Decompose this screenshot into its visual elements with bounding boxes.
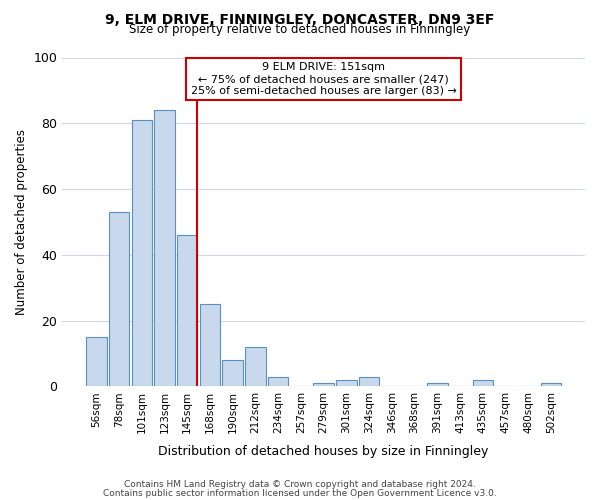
Bar bbox=[109, 212, 129, 386]
Text: Contains HM Land Registry data © Crown copyright and database right 2024.: Contains HM Land Registry data © Crown c… bbox=[124, 480, 476, 489]
Bar bbox=[154, 110, 175, 386]
Bar bbox=[131, 120, 152, 386]
Bar bbox=[359, 376, 379, 386]
Bar bbox=[427, 383, 448, 386]
Text: Contains public sector information licensed under the Open Government Licence v3: Contains public sector information licen… bbox=[103, 488, 497, 498]
Bar bbox=[541, 383, 561, 386]
Bar bbox=[200, 304, 220, 386]
Bar bbox=[473, 380, 493, 386]
Bar bbox=[313, 383, 334, 386]
X-axis label: Distribution of detached houses by size in Finningley: Distribution of detached houses by size … bbox=[158, 444, 489, 458]
Bar bbox=[177, 235, 197, 386]
Y-axis label: Number of detached properties: Number of detached properties bbox=[15, 129, 28, 315]
Bar bbox=[223, 360, 243, 386]
Text: 9, ELM DRIVE, FINNINGLEY, DONCASTER, DN9 3EF: 9, ELM DRIVE, FINNINGLEY, DONCASTER, DN9… bbox=[106, 12, 494, 26]
Bar bbox=[336, 380, 356, 386]
Text: 9 ELM DRIVE: 151sqm
← 75% of detached houses are smaller (247)
25% of semi-detac: 9 ELM DRIVE: 151sqm ← 75% of detached ho… bbox=[191, 62, 457, 96]
Bar bbox=[245, 347, 266, 387]
Text: Size of property relative to detached houses in Finningley: Size of property relative to detached ho… bbox=[130, 22, 470, 36]
Bar bbox=[86, 337, 107, 386]
Bar bbox=[268, 376, 289, 386]
